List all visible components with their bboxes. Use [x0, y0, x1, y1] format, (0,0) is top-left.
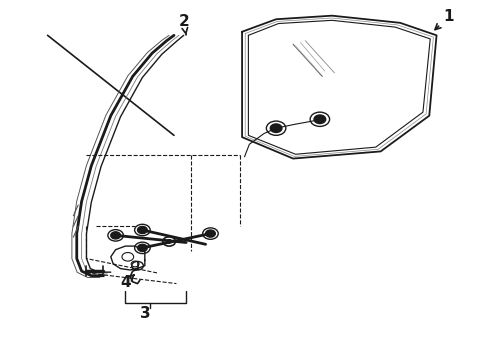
Circle shape	[270, 124, 282, 132]
Text: 3: 3	[139, 306, 150, 321]
Text: 4: 4	[120, 275, 134, 290]
Circle shape	[137, 226, 147, 234]
Circle shape	[137, 244, 147, 251]
Circle shape	[313, 115, 325, 123]
Circle shape	[205, 230, 215, 237]
Text: 2: 2	[178, 14, 189, 35]
Text: 1: 1	[434, 9, 453, 30]
Circle shape	[166, 240, 171, 243]
Circle shape	[111, 232, 120, 239]
